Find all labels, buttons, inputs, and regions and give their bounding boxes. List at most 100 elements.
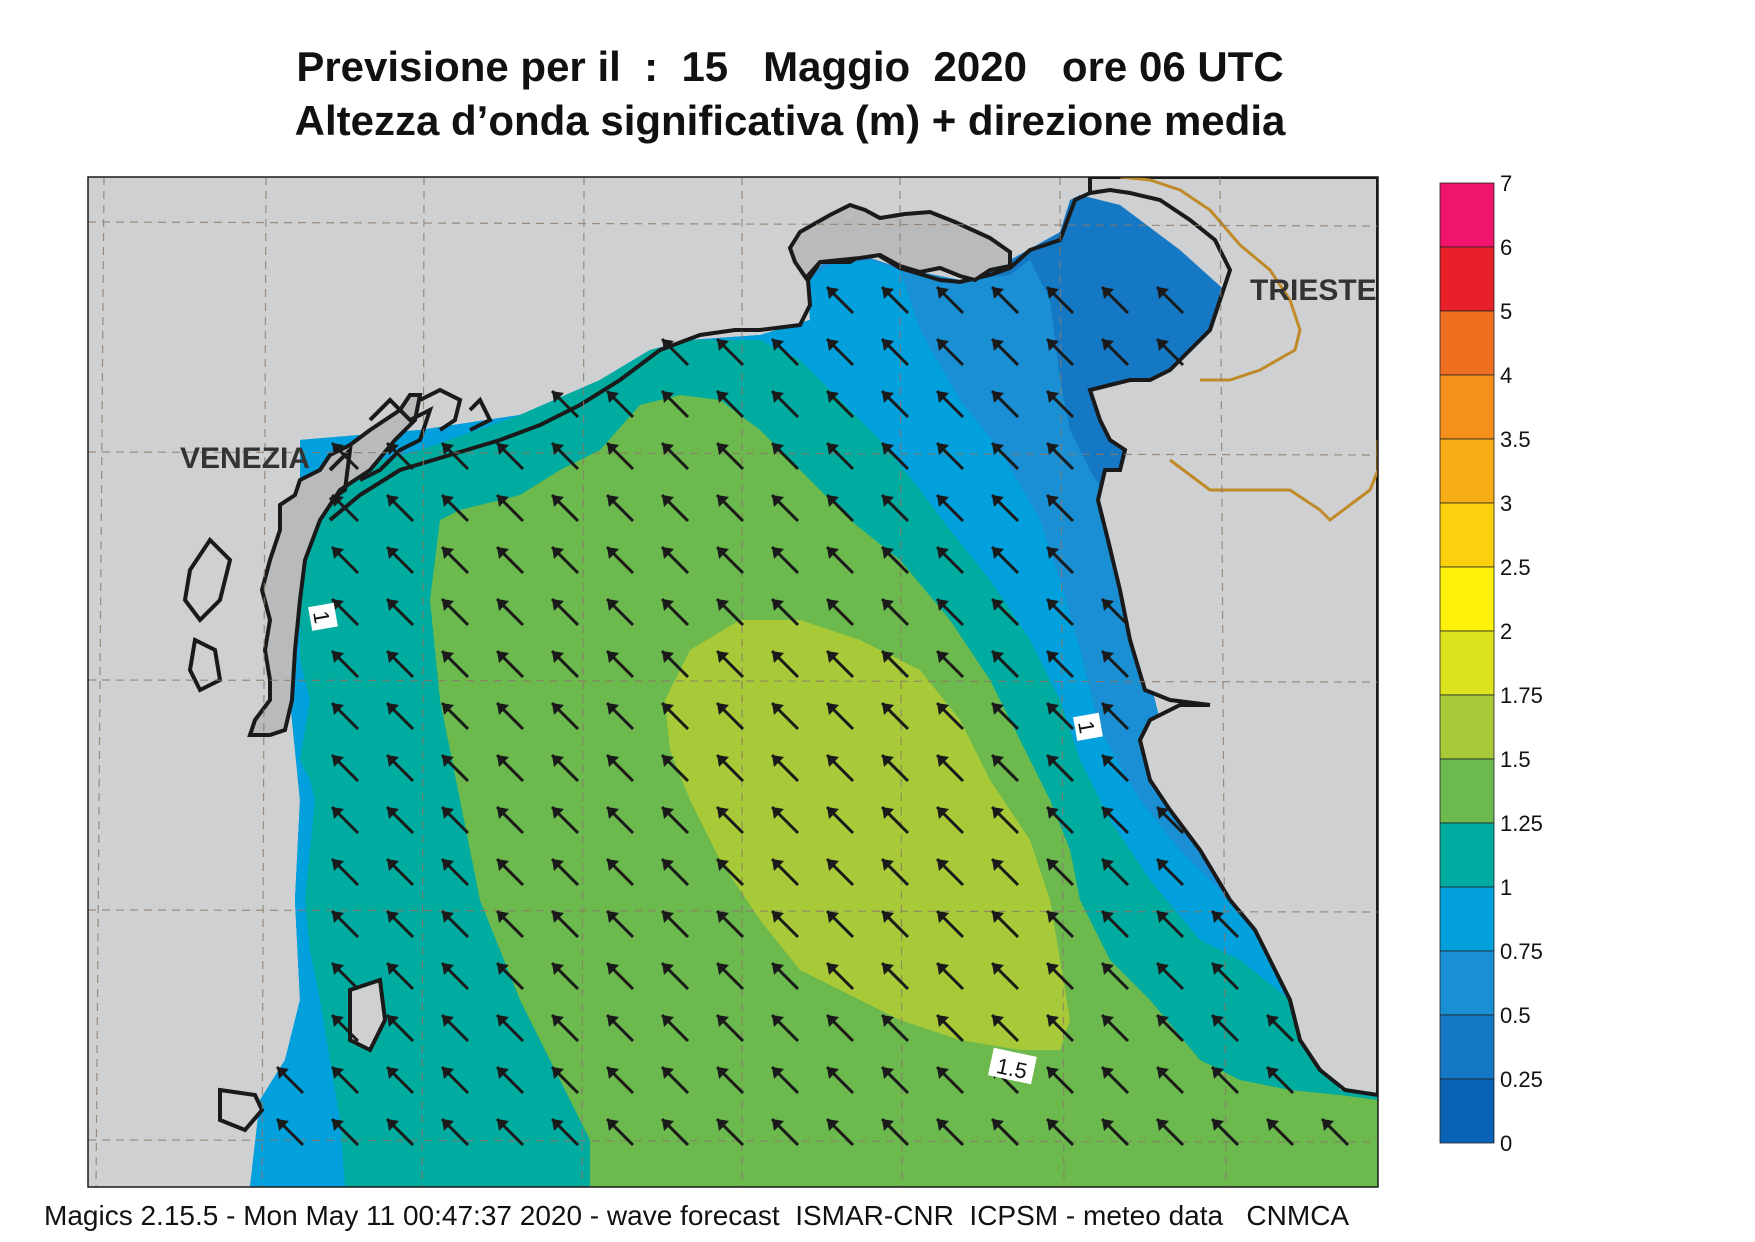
wave-arrow-head bbox=[387, 859, 399, 871]
wave-arrow-head bbox=[1102, 287, 1114, 299]
contour-label-south-text: 1.5 bbox=[994, 1053, 1029, 1084]
wave-arrow-head bbox=[1157, 911, 1169, 923]
wave-arrow-head bbox=[1157, 1119, 1169, 1131]
wave-arrow-head bbox=[332, 1119, 344, 1131]
wave-arrow-head bbox=[772, 911, 784, 923]
wave-arrow-head bbox=[1212, 963, 1224, 975]
wave-arrow-head bbox=[442, 1067, 454, 1079]
wave-arrow-head bbox=[882, 755, 894, 767]
wave-arrow-head bbox=[937, 1119, 949, 1131]
wave-arrow-head bbox=[662, 703, 674, 715]
wave-arrow-head bbox=[772, 859, 784, 871]
wave-arrow-head bbox=[552, 547, 564, 559]
legend-level-label: 5 bbox=[1500, 299, 1512, 324]
wave-arrow-head bbox=[1047, 651, 1059, 663]
wave-arrow-head bbox=[497, 911, 509, 923]
legend-swatch bbox=[1439, 502, 1495, 568]
wave-arrow-head bbox=[387, 599, 399, 611]
wave-arrow-head bbox=[277, 1067, 289, 1079]
wave-arrow-head bbox=[442, 963, 454, 975]
wave-arrow-head bbox=[442, 599, 454, 611]
wave-arrow-head bbox=[772, 495, 784, 507]
wave-arrow-head bbox=[662, 755, 674, 767]
wave-arrow-head bbox=[772, 963, 784, 975]
wave-arrow-head bbox=[717, 963, 729, 975]
wave-arrow-head bbox=[1212, 911, 1224, 923]
wave-arrow-head bbox=[992, 963, 1004, 975]
wave-arrow-head bbox=[607, 1015, 619, 1027]
wave-arrow-head bbox=[827, 755, 839, 767]
wave-arrow-head bbox=[552, 755, 564, 767]
wave-arrow-head bbox=[552, 599, 564, 611]
wave-arrow-head bbox=[1267, 1067, 1279, 1079]
wave-arrow-head bbox=[1102, 859, 1114, 871]
wave-arrow-head bbox=[772, 391, 784, 403]
graticule bbox=[88, 177, 1378, 1187]
wave-arrow-head bbox=[1157, 963, 1169, 975]
legend-level-label: 0.25 bbox=[1500, 1067, 1543, 1092]
wave-arrow-head bbox=[827, 495, 839, 507]
wave-arrow-head bbox=[937, 443, 949, 455]
wave-arrow-head bbox=[827, 651, 839, 663]
wave-arrow-head bbox=[937, 859, 949, 871]
wave-arrow-head bbox=[882, 391, 894, 403]
wave-arrow-head bbox=[662, 391, 674, 403]
wave-arrow-head bbox=[387, 807, 399, 819]
wave-arrow-head bbox=[387, 1067, 399, 1079]
wave-arrow-head bbox=[607, 807, 619, 819]
wave-arrow-head bbox=[1047, 1119, 1059, 1131]
wave-arrow-head bbox=[607, 1067, 619, 1079]
wave-arrow-head bbox=[992, 1015, 1004, 1027]
wave-arrow-head bbox=[1047, 755, 1059, 767]
wave-arrow-head bbox=[992, 287, 1004, 299]
contour-label-west: 1 bbox=[308, 602, 338, 631]
legend-swatch bbox=[1439, 822, 1495, 888]
wave-arrow-head bbox=[442, 859, 454, 871]
wave-arrow-head bbox=[717, 391, 729, 403]
wave-arrow-head bbox=[827, 859, 839, 871]
wave-arrow-head bbox=[882, 1015, 894, 1027]
wave-arrow-head bbox=[717, 651, 729, 663]
wave-arrow-head bbox=[937, 963, 949, 975]
wave-arrow-head bbox=[772, 443, 784, 455]
map-frame bbox=[87, 176, 1379, 1188]
wave-arrow-head bbox=[992, 859, 1004, 871]
wave-arrow-head bbox=[772, 1015, 784, 1027]
wave-arrow-head bbox=[1047, 599, 1059, 611]
wave-arrow-head bbox=[1047, 1067, 1059, 1079]
wave-arrow-head bbox=[1102, 651, 1114, 663]
coastal-islands-sw bbox=[182, 536, 388, 1133]
wave-arrow-head bbox=[662, 651, 674, 663]
wave-arrow-head bbox=[332, 651, 344, 663]
wave-arrow-head bbox=[552, 963, 564, 975]
wave-arrow-head bbox=[1047, 287, 1059, 299]
wave-arrow-head bbox=[992, 547, 1004, 559]
wave-arrow-head bbox=[717, 547, 729, 559]
wave-arrow-head bbox=[992, 443, 1004, 455]
wave-arrow-head bbox=[717, 495, 729, 507]
legend-swatch bbox=[1439, 630, 1495, 696]
legend-level-label: 4 bbox=[1500, 363, 1512, 388]
coastline-north bbox=[328, 191, 1091, 522]
wave-arrow-head bbox=[277, 1119, 289, 1131]
wave-arrow-head bbox=[1102, 599, 1114, 611]
legend-swatch bbox=[1439, 374, 1495, 440]
wave-arrow-head bbox=[387, 495, 399, 507]
wave-arrow-head bbox=[332, 703, 344, 715]
wave-arrow-head bbox=[1267, 1015, 1279, 1027]
wave-arrow-head bbox=[717, 1119, 729, 1131]
wave-arrow-head bbox=[662, 1119, 674, 1131]
contour-label-east: 1 bbox=[1073, 712, 1103, 741]
wave-arrow-head bbox=[717, 1067, 729, 1079]
wave-arrow-head bbox=[1212, 1015, 1224, 1027]
wave-arrow-head bbox=[1047, 807, 1059, 819]
wave-arrow-head bbox=[552, 1015, 564, 1027]
wave-arrow-head bbox=[882, 1067, 894, 1079]
wave-arrow-head bbox=[772, 339, 784, 351]
wave-arrow-head bbox=[937, 495, 949, 507]
wave-arrow-head bbox=[662, 911, 674, 923]
wave-arrow-head bbox=[332, 495, 344, 507]
legend-level-label: 0.5 bbox=[1500, 1003, 1531, 1028]
legend-level-label: 3 bbox=[1500, 491, 1512, 516]
wave-arrow-head bbox=[662, 443, 674, 455]
